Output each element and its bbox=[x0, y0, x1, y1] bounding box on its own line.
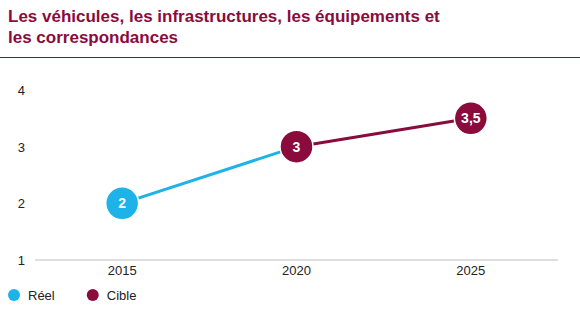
legend-swatch bbox=[8, 289, 20, 301]
data-label: 3,5 bbox=[461, 110, 481, 126]
data-label: 2 bbox=[118, 195, 126, 211]
chart: 1234201520202025233,5RéelCible bbox=[0, 0, 580, 322]
series-line bbox=[122, 147, 296, 204]
y-tick-label: 1 bbox=[18, 253, 25, 268]
title-rule bbox=[0, 57, 580, 58]
x-tick-label: 2020 bbox=[282, 263, 311, 278]
x-axis-line bbox=[35, 260, 558, 261]
plot-area bbox=[106, 102, 488, 220]
point-marker bbox=[454, 102, 487, 135]
point-marker bbox=[280, 130, 313, 163]
y-tick-label: 2 bbox=[18, 196, 25, 211]
legend-label: Réel bbox=[28, 288, 55, 303]
legend-label: Cible bbox=[107, 288, 137, 303]
x-tick-label: 2025 bbox=[456, 263, 485, 278]
y-tick-label: 4 bbox=[18, 83, 25, 98]
data-labels: 233,5 bbox=[118, 110, 481, 211]
title: Les véhicules, les infrastructures, les … bbox=[8, 6, 458, 48]
legend-swatch bbox=[87, 289, 99, 301]
series-line bbox=[297, 118, 471, 146]
y-tick-label: 3 bbox=[18, 140, 25, 155]
x-tick-label: 2015 bbox=[108, 263, 137, 278]
point-marker bbox=[106, 187, 139, 220]
data-label: 3 bbox=[293, 139, 301, 155]
legend: Réel Cible bbox=[8, 288, 136, 303]
